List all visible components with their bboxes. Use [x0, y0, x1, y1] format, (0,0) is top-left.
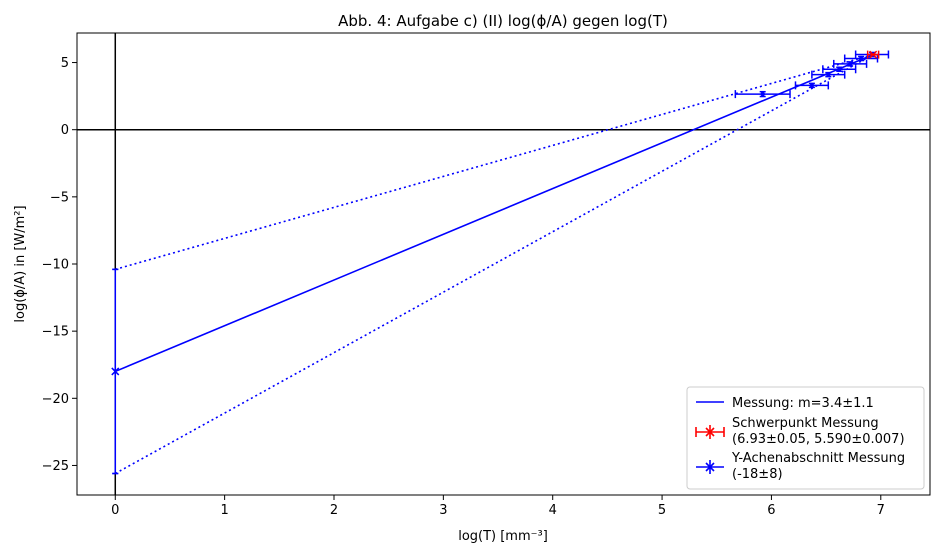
legend-label-messung: Messung: m=3.4±1.1: [732, 396, 874, 411]
measurement-point-marker: [858, 56, 864, 61]
chart-title: Abb. 4: Aufgabe c) (II) log(ϕ/A) gegen l…: [338, 12, 668, 30]
y-tick-label: −10: [42, 258, 69, 273]
fit-bound-line-1: [115, 53, 874, 271]
measurement-point: [843, 54, 879, 63]
x-tick-label: 1: [220, 503, 228, 518]
measurement-point: [734, 90, 791, 99]
schwerpunkt-point: [866, 50, 880, 59]
y-tick-label: 0: [61, 123, 69, 138]
x-axis-label: log(T) [mm⁻³]: [458, 529, 548, 544]
schwerpunkt-point-marker-b: [869, 50, 878, 59]
x-tick-label: 5: [658, 503, 666, 518]
measurement-point-marker: [760, 91, 765, 97]
intercept-point-marker-b: [111, 367, 120, 376]
fit-bound-line-2: [114, 53, 874, 475]
measurement-point: [822, 65, 857, 74]
measurement-point: [811, 70, 846, 79]
y-tick-label: −25: [42, 459, 69, 474]
y-axis-label: log(ϕ/A) in [W/m²]: [13, 205, 28, 322]
x-tick-label: 3: [439, 503, 447, 518]
measurement-point: [833, 59, 868, 68]
x-tick-label: 2: [330, 503, 338, 518]
legend-swatch-y-achsenabschnitt: [696, 460, 724, 474]
y-tick-label: −5: [50, 190, 69, 205]
legend-swatch-schwerpunkt: [695, 425, 725, 439]
measurement-point: [794, 81, 830, 90]
x-tick-label: 6: [767, 503, 775, 518]
y-tick-label: 5: [61, 56, 69, 71]
fit-line: [114, 53, 874, 373]
x-tick-label: 4: [549, 503, 557, 518]
intercept-point: [111, 268, 120, 475]
measurement-point-marker: [809, 83, 815, 88]
x-tick-label: 7: [877, 503, 885, 518]
plot-area: [76, 32, 931, 496]
legend-box: [686, 386, 925, 490]
measurement-point-marker: [837, 67, 842, 72]
measurement-point-marker: [847, 61, 853, 67]
points-layer: [111, 50, 890, 475]
measurement-point-marker: [826, 72, 831, 77]
x-axis-ticks: 0 1 2 3 4 5 6 7: [111, 495, 885, 518]
legend-label-schwerpunkt: Schwerpunkt Messung (6.93±0.05, 5.590±0.0…: [732, 416, 905, 447]
y-tick-label: −20: [42, 392, 69, 407]
legend: Messung: m=3.4±1.1 Schwerpunkt Messung (6…: [686, 386, 925, 490]
legend-label-y-achsenabschnitt: Y-Achenabschnitt Messung (-18±8): [731, 451, 905, 482]
y-tick-label: −15: [42, 325, 69, 340]
x-tick-label: 0: [111, 503, 119, 518]
y-axis-ticks: 5 0 −5 −10 −15 −20 −25: [42, 56, 77, 474]
